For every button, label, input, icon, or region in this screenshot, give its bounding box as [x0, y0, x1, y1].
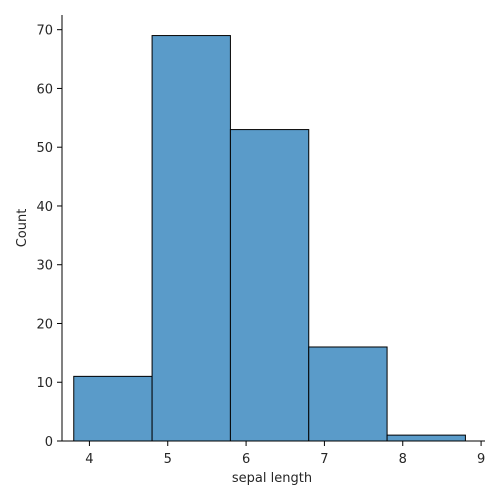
y-tick-label-4: 40: [36, 200, 53, 215]
histogram-bar-0: [73, 375, 153, 442]
x-axis-label: sepal length: [232, 471, 312, 486]
x-ticks: 4 5 6 7 8 9: [85, 441, 485, 467]
histogram-bar-3: [308, 346, 388, 442]
histogram-bar-4: [386, 434, 466, 442]
histogram-bar-2: [229, 129, 310, 442]
y-tick-label-7: 70: [36, 24, 53, 39]
y-tick-label-5: 50: [36, 141, 53, 156]
y-ticks: 0 10 20 30 40 50 60 70: [36, 24, 62, 450]
histogram-bars: [73, 35, 466, 442]
x-tick-label-5: 9: [477, 452, 485, 467]
x-tick-label-0: 4: [85, 452, 93, 467]
y-tick-label-1: 10: [36, 376, 53, 391]
y-tick-label-2: 20: [36, 317, 53, 332]
axes: [61, 15, 485, 442]
x-tick-label-2: 6: [242, 452, 250, 467]
x-tick-label-3: 7: [320, 452, 328, 467]
x-tick-label-4: 8: [399, 452, 407, 467]
x-tick-label-1: 5: [164, 452, 172, 467]
y-tick-label-0: 0: [45, 435, 53, 450]
histogram-bar-1: [151, 35, 231, 442]
y-tick-label-3: 30: [36, 259, 53, 274]
y-axis-label: Count: [15, 209, 30, 248]
y-tick-label-6: 60: [36, 82, 53, 97]
